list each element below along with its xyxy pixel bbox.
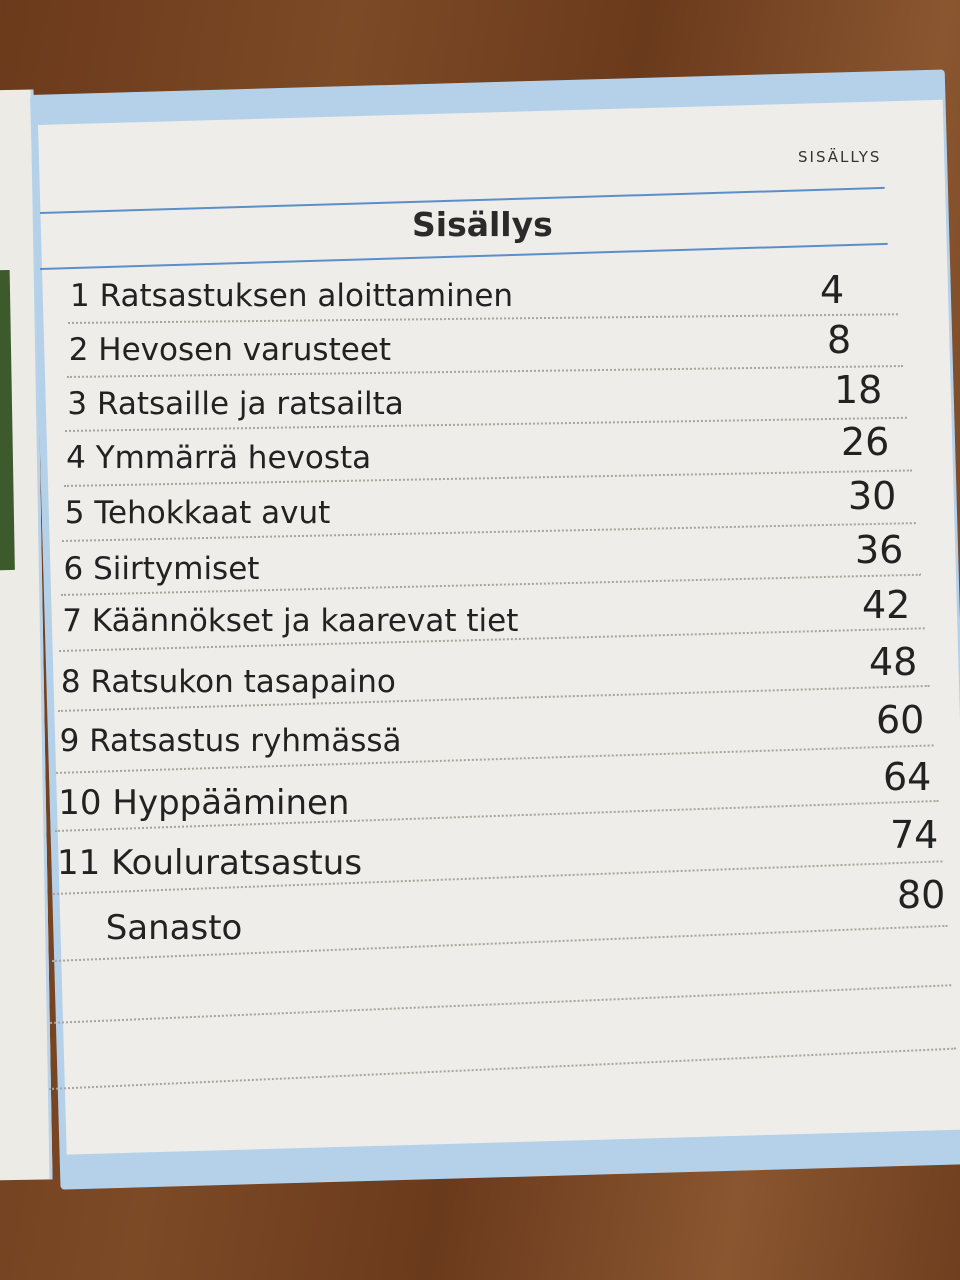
entry-number: 4 bbox=[66, 440, 86, 476]
entry-page-number: 74 bbox=[890, 813, 939, 857]
entry-number: 2 bbox=[68, 332, 89, 368]
entry-title: Ratsaille ja ratsailta bbox=[96, 386, 404, 422]
toc-entry: 6 Siirtymiset bbox=[64, 551, 260, 587]
entry-title: Kouluratsastus bbox=[111, 843, 363, 883]
toc-entry: 1 Ratsastuksen aloittaminen bbox=[70, 278, 513, 314]
toc-entry: 11 Kouluratsastus bbox=[57, 843, 362, 883]
entry-page-number: 42 bbox=[862, 583, 911, 627]
entry-number: 10 bbox=[58, 783, 102, 823]
page-title: Sisällys bbox=[412, 205, 553, 244]
entry-page-number: 18 bbox=[834, 368, 883, 412]
entry-page-number: 4 bbox=[820, 268, 845, 312]
toc-entry: 2 Hevosen varusteet bbox=[69, 332, 391, 368]
dotted-line bbox=[48, 1047, 956, 1090]
toc-entry: 5 Tehokkaat avut bbox=[65, 495, 330, 531]
toc-entry: 4 Ymmärrä hevosta bbox=[66, 440, 371, 476]
dotted-line bbox=[50, 984, 952, 1024]
entry-title: Tehokkaat avut bbox=[94, 495, 331, 531]
entry-page-number: 30 bbox=[848, 474, 897, 518]
entry-title: Sanasto bbox=[105, 908, 243, 948]
toc-entry: 9 Ratsastus ryhmässä bbox=[60, 723, 402, 759]
entry-page-number: 64 bbox=[883, 755, 932, 799]
entry-number: 7 bbox=[62, 603, 82, 639]
entry-number: 8 bbox=[60, 664, 81, 700]
entry-number: 1 bbox=[70, 278, 90, 314]
entry-page-number: 26 bbox=[841, 420, 890, 464]
entry-page-number: 8 bbox=[827, 318, 852, 362]
toc-entry: 7 Käännökset ja kaarevat tiet bbox=[62, 603, 518, 639]
entry-number: 3 bbox=[67, 386, 88, 422]
title-rule bbox=[40, 242, 888, 270]
running-head: SISÄLLYS bbox=[798, 148, 882, 166]
entry-title: Hyppääminen bbox=[112, 783, 350, 823]
entry-title: Käännökset ja kaarevat tiet bbox=[91, 603, 519, 639]
entry-title: Ratsastus ryhmässä bbox=[89, 723, 402, 759]
entry-title: Ratsastuksen aloittaminen bbox=[99, 278, 514, 314]
entry-number: 5 bbox=[64, 495, 85, 531]
entry-page-number: 60 bbox=[876, 698, 925, 742]
entry-number: 11 bbox=[57, 843, 101, 883]
toc-entry: Sanasto bbox=[106, 908, 243, 948]
entry-title: Ratsukon tasapaino bbox=[90, 664, 396, 700]
toc-entry: 8 Ratsukon tasapaino bbox=[61, 664, 396, 700]
toc-entry: 3 Ratsaille ja ratsailta bbox=[67, 386, 403, 422]
entry-title: Ymmärrä hevosta bbox=[95, 440, 372, 476]
entry-number: 6 bbox=[63, 551, 84, 587]
toc-entry: 10 Hyppääminen bbox=[58, 783, 349, 823]
entry-page-number: 36 bbox=[855, 528, 904, 572]
dotted-line bbox=[68, 313, 898, 324]
entry-page-number: 80 bbox=[897, 873, 946, 917]
entry-page-number: 48 bbox=[869, 640, 918, 684]
entry-title: Hevosen varusteet bbox=[98, 332, 392, 368]
entry-title: Siirtymiset bbox=[93, 551, 260, 587]
entry-number: 9 bbox=[59, 723, 80, 759]
